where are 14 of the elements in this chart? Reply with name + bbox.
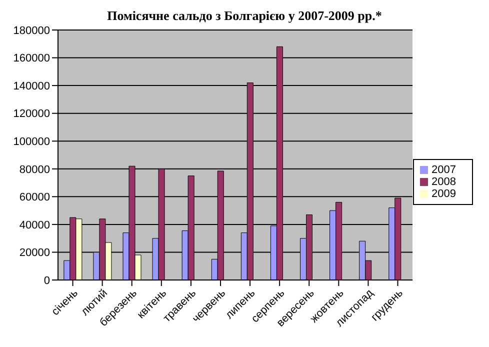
y-tick-label: 160000 xyxy=(13,52,50,65)
y-tick-label: 20000 xyxy=(19,247,50,260)
y-tick-label: 120000 xyxy=(13,108,50,120)
y-tick-label: 0 xyxy=(44,274,50,287)
legend-label: 2008 xyxy=(432,176,456,188)
y-tick-label: 100000 xyxy=(13,136,50,148)
legend-label: 2009 xyxy=(432,188,456,200)
y-tick-label: 140000 xyxy=(13,80,50,92)
legend-label: 2007 xyxy=(432,164,456,176)
y-tick-label: 60000 xyxy=(19,192,50,204)
y-tick-label: 180000 xyxy=(13,24,50,37)
y-tick-label: 80000 xyxy=(19,164,50,176)
chart-title: Помісячне сальдо з Болгарією у 2007-2009 рр.* xyxy=(106,8,383,25)
y-tick-label: 40000 xyxy=(19,219,50,232)
